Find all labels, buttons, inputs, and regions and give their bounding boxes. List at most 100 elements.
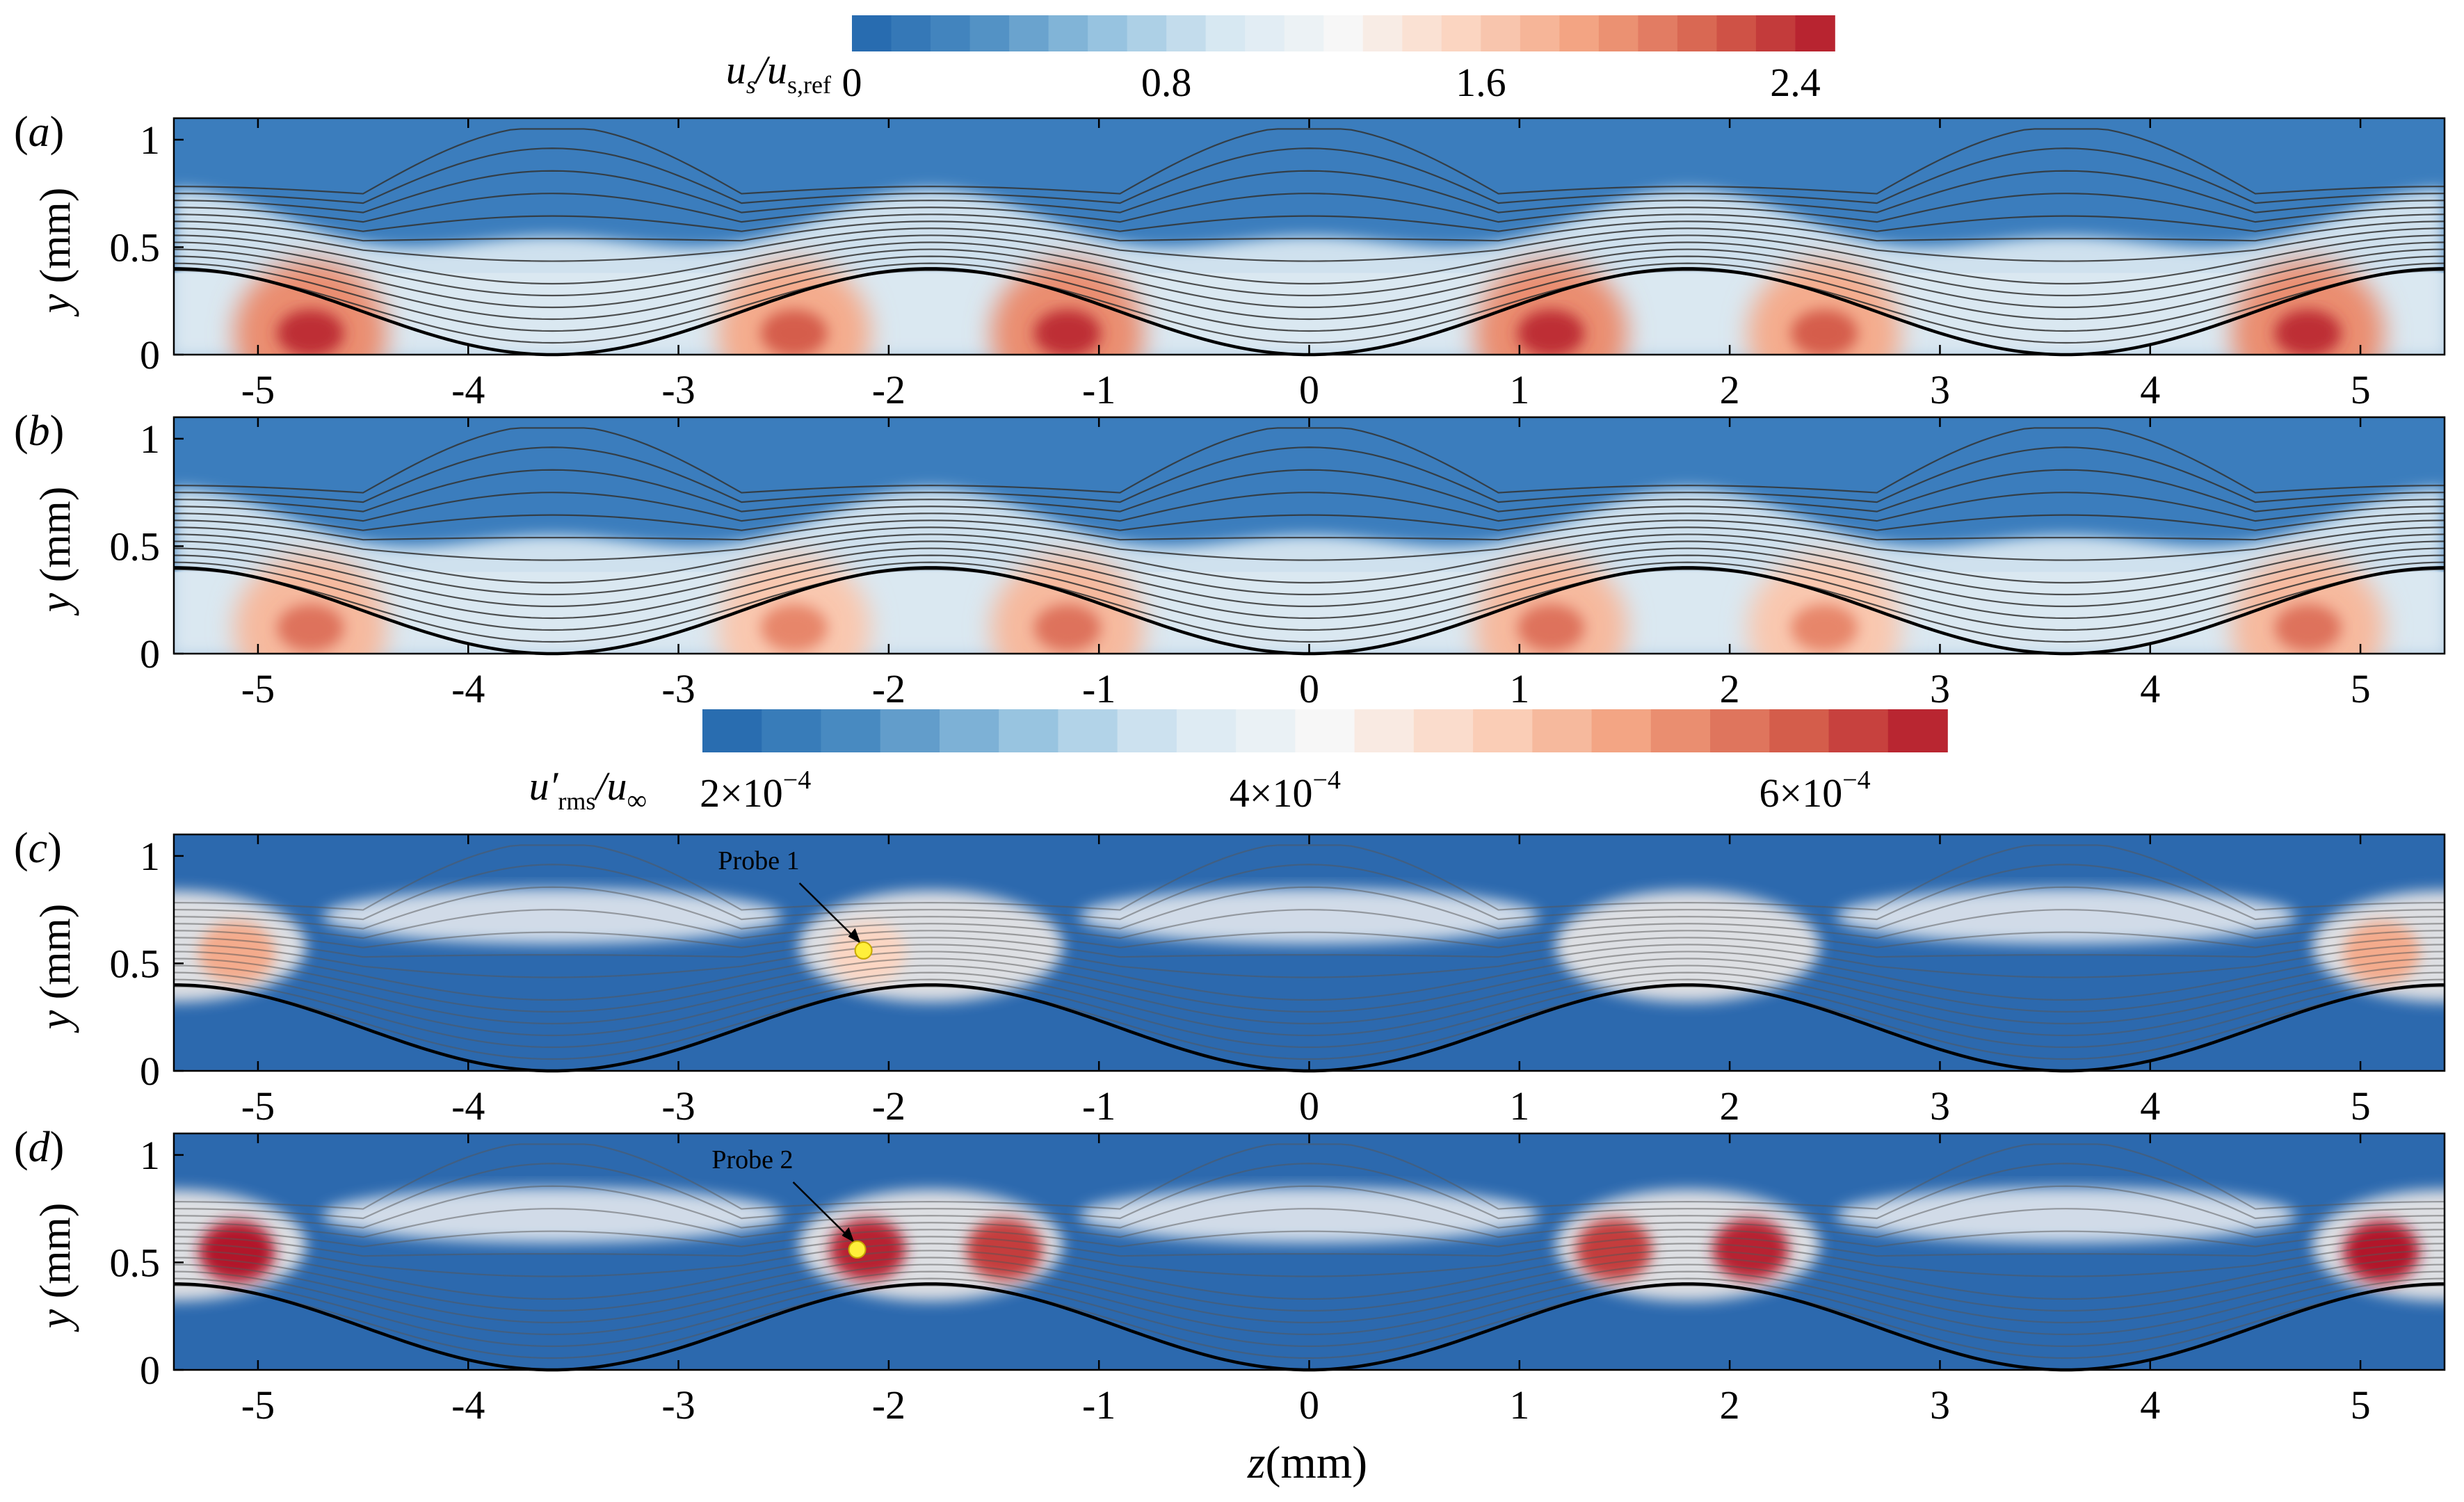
- probe-arrowhead: [842, 1227, 855, 1243]
- probe-label: Probe 2: [711, 1145, 793, 1174]
- velocity-hotspot: [277, 309, 344, 355]
- colorbar-swatch: [969, 15, 1010, 51]
- x-tick-label: -1: [1082, 666, 1116, 711]
- panel-d-contours: [174, 1133, 2445, 1370]
- colorbar-swatch: [1236, 709, 1296, 752]
- colorbar-velocity: us/us,ref 0 0.8 1.6 2.4: [726, 15, 1835, 105]
- y-tick-label: 0: [140, 631, 160, 677]
- velocity-hotspot: [1791, 309, 1858, 355]
- colorbar-swatch: [1532, 709, 1593, 752]
- x-tick-label: 1: [1509, 666, 1529, 711]
- colorbar-swatch: [1009, 15, 1049, 51]
- streamline: [174, 170, 2445, 213]
- streamline: [174, 1163, 2445, 1220]
- panel-a-contours: [174, 118, 2445, 355]
- x-tick-label: -3: [661, 666, 695, 711]
- streamline: [174, 1257, 2445, 1312]
- velocity-hotspot: [1033, 604, 1101, 652]
- streamline: [174, 568, 2445, 643]
- x-tick-label: 1: [1509, 1083, 1529, 1129]
- streamline: [174, 147, 2445, 204]
- rms-arc: [1836, 888, 2296, 944]
- probe-arrow: [792, 1181, 854, 1242]
- streamline: [174, 269, 2445, 344]
- rms-hotspot: [2343, 1220, 2420, 1283]
- x-tick-label: -4: [451, 367, 485, 412]
- rms-arc: [1079, 1187, 1539, 1243]
- panel-a: -5 -4 -3 -2 -1 0 1 2 3 4 5 0 0.5 1 y (mm) (a): [14, 108, 2446, 412]
- x-tick-label: -3: [661, 1083, 695, 1129]
- x-tick-label: -4: [451, 1083, 485, 1129]
- streamline: [174, 937, 2445, 958]
- streamline: [174, 512, 2445, 531]
- rms-arc: [323, 888, 782, 944]
- streamline: [174, 255, 2445, 321]
- x-tick-label: 4: [2140, 1382, 2160, 1428]
- y-tick-label: 0: [140, 1348, 160, 1393]
- colorbar-swatch: [1481, 15, 1521, 51]
- colorbar-tick-label: 2×10−4: [700, 766, 811, 816]
- colorbar-swatch: [1520, 15, 1561, 51]
- colorbar-swatch: [821, 709, 881, 752]
- rms-arc: [1079, 888, 1539, 944]
- colorbar-swatch: [931, 15, 971, 51]
- x-tick-label: 2: [1720, 367, 1740, 412]
- streamline: [174, 554, 2445, 620]
- colorbar-swatch: [999, 709, 1059, 752]
- colorbar-swatch: [1088, 15, 1128, 51]
- streamline: [174, 540, 2445, 596]
- colorbar-tick-label: 4×10−4: [1230, 766, 1341, 816]
- y-axis-label: y (mm): [32, 1203, 79, 1333]
- streamline: [174, 1284, 2445, 1359]
- colorbar-swatch: [1117, 709, 1177, 752]
- y-tick-label: 1: [140, 834, 160, 879]
- velocity-hotspot: [1517, 604, 1585, 652]
- streamline: [174, 1236, 2445, 1257]
- velocity-hotspot: [2274, 604, 2342, 652]
- x-tick-label: 5: [2351, 666, 2371, 711]
- x-tick-label: -1: [1082, 1382, 1116, 1428]
- streamline: [174, 1263, 2445, 1324]
- streamline: [174, 234, 2445, 285]
- colorbar-swatch: [1402, 15, 1442, 51]
- y-tick-label: 0.5: [110, 941, 161, 986]
- x-tick-label: -2: [872, 1382, 905, 1428]
- y-axis-label: y (mm): [32, 188, 79, 318]
- streamline: [174, 213, 2445, 232]
- y-tick-label: 0: [140, 1049, 160, 1094]
- panel-label: (b): [14, 407, 64, 455]
- colorbar-swatch: [1354, 709, 1415, 752]
- x-tick-label: -1: [1082, 1083, 1116, 1129]
- streamline: [174, 844, 2445, 911]
- colorbar-swatch: [1205, 15, 1246, 51]
- colorbar-swatch: [1795, 15, 1835, 51]
- colorbar-swatch: [1591, 709, 1652, 752]
- colorbar-tick-label: 1.6: [1456, 60, 1506, 105]
- x-tick-label: 2: [1720, 666, 1740, 711]
- x-tick-label: -2: [872, 1083, 905, 1129]
- x-tick-label: 4: [2140, 367, 2160, 412]
- x-tick-label: 3: [1930, 666, 1950, 711]
- x-tick-label: 0: [1299, 1083, 1319, 1129]
- streamline: [174, 1270, 2445, 1336]
- colorbar-swatch: [1413, 709, 1474, 752]
- streamline: [174, 864, 2445, 921]
- x-tick-label: -1: [1082, 367, 1116, 412]
- colorbar-swatch: [1598, 15, 1639, 51]
- x-tick-label: -3: [661, 1382, 695, 1428]
- x-axis-label: z(mm): [1247, 1437, 1367, 1488]
- streamline: [174, 971, 2445, 1037]
- velocity-hotspot: [760, 604, 828, 652]
- x-tick-label: -3: [661, 367, 695, 412]
- streamline: [174, 427, 2445, 494]
- x-tick-label: 4: [2140, 1083, 2160, 1129]
- colorbar-swatch: [1176, 709, 1237, 752]
- colorbar-swatch: [891, 15, 931, 51]
- streamline: [174, 1250, 2445, 1300]
- colorbar-swatch: [852, 15, 892, 51]
- colorbar-rms: u′rms/u∞ 2×10−4 4×10−4 6×10−4: [529, 709, 1948, 816]
- panel-b-contours: [174, 417, 2445, 654]
- colorbar-swatch: [1058, 709, 1118, 752]
- streamline: [174, 519, 2445, 541]
